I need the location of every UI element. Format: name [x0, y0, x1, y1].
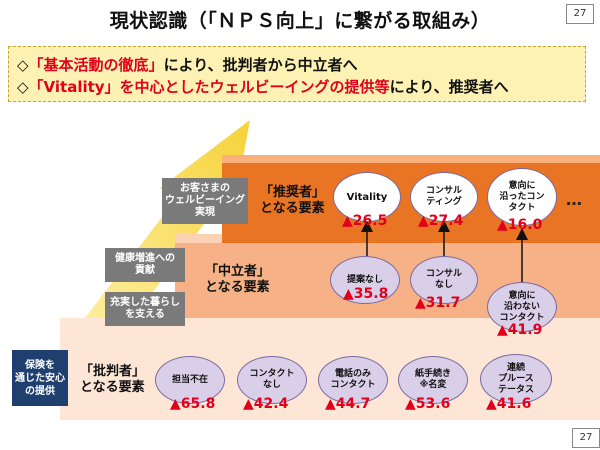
no-proposal-oval: 提案なし — [330, 256, 400, 304]
summary-banner: ◇「基本活動の徹底」により、批判者から中立者へ ◇「Vitality」を中心とし… — [8, 46, 586, 102]
banner-rest-2: により、推奨者へ — [389, 78, 509, 96]
neutral-label: 「中立者」 となる要素 — [205, 264, 271, 295]
promoter-label: 「推奨者」 となる要素 — [260, 185, 326, 216]
banner-highlight-2: 「Vitality」を中心としたウェルビーイングの提供等 — [28, 78, 390, 96]
absent-agent-oval: 担当不在 — [155, 356, 225, 404]
security-box: 保険を 通じた安心 の提供 — [12, 350, 68, 406]
consulting-oval: コンサル ティング — [410, 172, 478, 222]
paperwork-oval: 紙手続き ※名変 — [398, 356, 468, 404]
diamond-mark: ◇ — [17, 56, 29, 74]
paperwork-value: ▲53.6 — [405, 396, 451, 412]
critic-label: 「批判者」 となる要素 — [80, 364, 146, 395]
phone-only-oval: 電話のみ コンタクト — [318, 356, 388, 404]
no-proposal-value: ▲35.8 — [343, 286, 389, 302]
no-consulting-value: ▲31.7 — [415, 295, 461, 311]
no-consulting-oval: コンサル なし — [410, 256, 478, 304]
banner-rest-1: により、批判者から中立者へ — [163, 56, 358, 74]
consulting-value: ▲27.4 — [418, 213, 464, 229]
intent-contact-oval: 意向に 沿ったコン タクト — [487, 168, 557, 226]
fulfilling-life-box: 充実した暮らし を支える — [105, 292, 185, 326]
phone-only-value: ▲44.7 — [325, 396, 371, 412]
banner-line-2: ◇「Vitality」を中心としたウェルビーイングの提供等により、推奨者へ — [17, 76, 509, 97]
vitality-value: ▲26.5 — [342, 213, 388, 229]
absent-agent-value: ▲65.8 — [170, 396, 216, 412]
vitality-oval: Vitality — [333, 172, 401, 222]
no-contact-value: ▲42.4 — [243, 396, 289, 412]
promoter-band-top — [222, 155, 600, 163]
page-number-bottom: 27 — [572, 428, 600, 448]
no-contact-oval: コンタクト なし — [237, 356, 307, 404]
intent-contact-value: ▲16.0 — [497, 217, 543, 233]
customer-wellbeing-box: お客さまの ウェルビーイング 実現 — [162, 178, 248, 224]
banner-highlight-1: 「基本活動の徹底」 — [28, 56, 164, 74]
health-contribution-box: 健康増進への 貢献 — [105, 248, 185, 282]
continuous-plus-value: ▲41.6 — [486, 396, 532, 412]
non-intent-contact-value: ▲41.9 — [497, 322, 543, 338]
page-number-top: 27 — [566, 4, 594, 24]
diamond-mark: ◇ — [17, 78, 29, 96]
more-ellipsis: … — [566, 190, 582, 209]
non-intent-contact-oval: 意向に 沿わない コンタクト — [487, 282, 557, 332]
banner-line-1: ◇「基本活動の徹底」により、批判者から中立者へ — [17, 54, 358, 75]
page-title: 現状認識（「ＮＰＳ向上」に繋がる取組み） — [109, 10, 491, 32]
continuous-plus-oval: 連続 プルース テータス — [480, 354, 552, 404]
